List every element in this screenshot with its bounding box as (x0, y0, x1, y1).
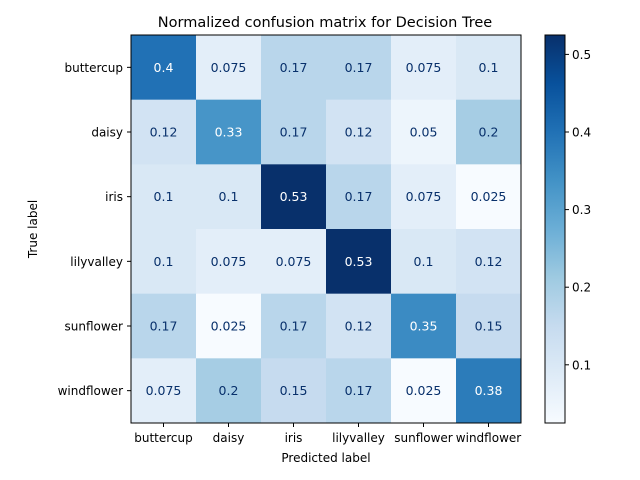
heatmap-cell (456, 358, 522, 424)
heatmap-cell (131, 35, 197, 101)
heatmap-cell (456, 35, 522, 101)
y-axis-ticks: buttercup daisy iris lilyvalley sunflower win… (58, 61, 131, 398)
heatmap-cell (391, 164, 457, 230)
y-axis-label: True label (26, 200, 40, 259)
heatmap-cell (196, 164, 262, 230)
heatmap-cell (196, 293, 262, 359)
heatmap-cell (326, 358, 392, 424)
cell-value-label: 0.1 (414, 254, 434, 269)
heatmap-cells: 0.4 0.075 0.17 0.17 0.075 0.1 0.12 0.33 0.17 0.12… (131, 35, 522, 424)
cell-value-label: 0.15 (475, 319, 503, 334)
cell-value-label: 0.2 (219, 383, 239, 398)
cell-value-label: 0.53 (280, 189, 308, 204)
cell-value-label: 0.35 (410, 319, 438, 334)
cell-value-label: 0.075 (276, 254, 312, 269)
cell-value-label: 0.05 (410, 125, 438, 140)
y-tick-label: iris (105, 190, 123, 204)
cell-value-label: 0.17 (150, 319, 178, 334)
cell-value-label: 0.025 (471, 189, 507, 204)
y-tick-label: windflower (58, 384, 123, 398)
cell-value-label: 0.17 (280, 60, 308, 75)
heatmap-cell (391, 35, 457, 101)
y-tick-label: daisy (91, 126, 123, 140)
cell-value-label: 0.17 (345, 60, 373, 75)
heatmap-cell (326, 35, 392, 101)
x-tick-label: sunflower (394, 431, 453, 445)
cell-value-label: 0.1 (154, 254, 174, 269)
cell-value-label: 0.075 (211, 254, 247, 269)
cell-value-label: 0.075 (146, 383, 182, 398)
cell-value-label: 0.17 (280, 125, 308, 140)
heatmap-cell (391, 293, 457, 359)
cell-value-label: 0.075 (406, 189, 442, 204)
heatmap-cell (131, 164, 197, 230)
cell-value-label: 0.33 (215, 125, 243, 140)
heatmap-cell (261, 229, 327, 295)
colorbar-tick-label: 0.3 (572, 203, 591, 217)
x-tick-label: lilyvalley (332, 431, 385, 445)
cell-value-label: 0.15 (280, 383, 308, 398)
chart-title: Normalized confusion matrix for Decision… (158, 15, 492, 31)
plot-frame (130, 34, 522, 424)
x-tick-label: daisy (213, 431, 245, 445)
y-tick-label: lilyvalley (70, 255, 123, 269)
colorbar (544, 34, 566, 424)
heatmap-cell (326, 164, 392, 230)
heatmap-cell (261, 293, 327, 359)
cell-value-label: 0.17 (345, 383, 373, 398)
heatmap-cell (326, 99, 392, 165)
cell-value-label: 0.1 (154, 189, 174, 204)
cell-value-label: 0.12 (345, 319, 373, 334)
cell-value-label: 0.025 (211, 319, 247, 334)
x-tick-label: buttercup (134, 431, 193, 445)
cell-value-label: 0.025 (406, 383, 442, 398)
heatmap-cell (196, 229, 262, 295)
heatmap-cell (456, 293, 522, 359)
heatmap-cell (326, 293, 392, 359)
cell-value-label: 0.4 (154, 60, 174, 75)
cell-value-label: 0.075 (406, 60, 442, 75)
x-axis-label: Predicted label (281, 451, 370, 465)
heatmap-cell (326, 229, 392, 295)
cell-value-label: 0.12 (475, 254, 503, 269)
x-tick-label: iris (285, 431, 303, 445)
y-tick-label: sunflower (65, 320, 124, 334)
heatmap-cell (456, 229, 522, 295)
heatmap-cell (261, 358, 327, 424)
heatmap-cell (456, 164, 522, 230)
heatmap-cell (196, 35, 262, 101)
heatmap-cell (131, 293, 197, 359)
heatmap-cell (196, 99, 262, 165)
cell-value-label: 0.12 (150, 125, 178, 140)
cell-value-label: 0.1 (479, 60, 499, 75)
cell-value-label: 0.075 (211, 60, 247, 75)
x-tick-label: windflower (456, 431, 521, 445)
heatmap-cell (391, 358, 457, 424)
cell-value-label: 0.38 (475, 383, 503, 398)
heatmap-cell (261, 164, 327, 230)
cell-value-label: 0.17 (345, 189, 373, 204)
colorbar-tick-label: 0.2 (572, 281, 591, 295)
cell-value-label: 0.17 (280, 319, 308, 334)
x-axis-ticks: buttercup daisy iris lilyvalley sunflower win… (134, 423, 521, 445)
colorbar-tick-label: 0.4 (572, 126, 591, 140)
heatmap-cell (196, 358, 262, 424)
colorbar-tick-label: 0.1 (572, 358, 591, 372)
heatmap-cell (391, 229, 457, 295)
heatmap-cell (131, 99, 197, 165)
heatmap-cell (456, 99, 522, 165)
y-tick-label: buttercup (64, 61, 123, 75)
cell-value-label: 0.2 (479, 125, 499, 140)
cell-value-label: 0.1 (219, 189, 239, 204)
heatmap-cell (261, 99, 327, 165)
cell-value-label: 0.12 (345, 125, 373, 140)
colorbar-tick-label: 0.5 (572, 48, 591, 62)
heatmap-cell (391, 99, 457, 165)
cell-value-label: 0.53 (345, 254, 373, 269)
colorbar-ticks: 0.1 0.2 0.3 0.4 0.5 (565, 48, 591, 372)
heatmap-cell (261, 35, 327, 101)
heatmap-cell (131, 358, 197, 424)
heatmap-cell (131, 229, 197, 295)
